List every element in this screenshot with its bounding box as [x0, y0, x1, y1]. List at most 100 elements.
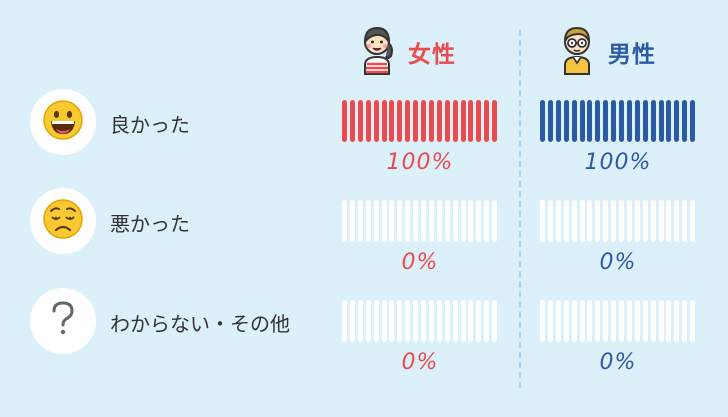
- bar-tick: [436, 100, 442, 142]
- worried-face-icon: [41, 197, 85, 245]
- bar-1-2: [540, 300, 700, 342]
- bar-tick: [690, 100, 696, 142]
- value-label: 0%: [599, 350, 637, 375]
- row-label-good: 良かった: [110, 113, 190, 137]
- row-label-other: わからない・その他: [110, 312, 290, 336]
- value-label: 100%: [584, 150, 652, 175]
- bar-tick: [642, 100, 648, 142]
- bar-tick: [421, 300, 426, 342]
- bar-tick: [349, 300, 355, 342]
- bar-tick: [611, 100, 617, 142]
- bar-tick: [674, 300, 680, 342]
- bar-tick: [547, 300, 553, 342]
- bar-1-0: [540, 100, 700, 142]
- bar-tick: [444, 100, 450, 142]
- bar-tick: [381, 100, 387, 142]
- bar-tick: [571, 100, 577, 142]
- bar-tick: [405, 200, 411, 242]
- bar-tick: [373, 300, 379, 342]
- bar-tick: [349, 100, 355, 142]
- bar-tick: [571, 200, 577, 242]
- bar-tick: [476, 100, 482, 142]
- value-label: 0%: [401, 250, 439, 275]
- grinning-face-icon: [41, 98, 85, 146]
- bar-tick: [468, 200, 474, 242]
- bar-tick: [397, 100, 403, 142]
- bar-tick: [484, 100, 490, 142]
- bar-tick: [413, 200, 419, 242]
- bar-tick: [626, 200, 632, 242]
- bar-tick: [405, 300, 411, 342]
- bar-tick: [428, 200, 434, 242]
- bar-tick: [619, 100, 624, 142]
- bar-0-1: [342, 200, 502, 242]
- bar-tick: [595, 300, 601, 342]
- bar-tick: [587, 200, 593, 242]
- bar-tick: [436, 300, 442, 342]
- bar-tick: [626, 100, 632, 142]
- value-label: 0%: [599, 250, 637, 275]
- bar-tick: [619, 200, 624, 242]
- bar-tick: [658, 100, 664, 142]
- boy-with-glasses-avatar-icon: [556, 23, 598, 81]
- value-label: 0%: [401, 350, 439, 375]
- bar-tick: [563, 300, 569, 342]
- bar-tick: [468, 100, 474, 142]
- bar-tick: [476, 200, 482, 242]
- bar-tick: [540, 300, 545, 342]
- bar-tick: [452, 200, 458, 242]
- bar-tick: [658, 300, 664, 342]
- bar-tick: [421, 200, 426, 242]
- bar-tick: [603, 100, 609, 142]
- bar-tick: [682, 100, 688, 142]
- bar-tick: [381, 200, 387, 242]
- bar-tick: [476, 300, 482, 342]
- bar-tick: [436, 200, 442, 242]
- bar-1-1: [540, 200, 700, 242]
- bar-tick: [579, 300, 585, 342]
- bar-tick: [397, 200, 403, 242]
- bar-tick: [579, 100, 585, 142]
- bar-tick: [634, 300, 640, 342]
- bar-tick: [603, 200, 609, 242]
- bar-tick: [357, 300, 363, 342]
- bar-tick: [357, 100, 363, 142]
- bar-tick: [428, 100, 434, 142]
- bar-tick: [413, 300, 419, 342]
- bar-tick: [389, 300, 395, 342]
- bar-tick: [444, 300, 450, 342]
- bar-tick: [547, 200, 553, 242]
- bar-tick: [642, 300, 648, 342]
- bar-tick: [389, 200, 395, 242]
- bar-tick: [444, 200, 450, 242]
- bar-tick: [650, 100, 656, 142]
- bar-tick: [373, 100, 379, 142]
- bar-tick: [666, 300, 672, 342]
- bar-0-2: [342, 300, 502, 342]
- row-icon-bad: [30, 188, 96, 254]
- bar-tick: [595, 100, 601, 142]
- bar-tick: [587, 100, 593, 142]
- bar-tick: [397, 300, 403, 342]
- bar-tick: [611, 200, 617, 242]
- bar-tick: [342, 200, 347, 242]
- bar-tick: [421, 100, 426, 142]
- bar-tick: [405, 100, 411, 142]
- bar-tick: [342, 300, 347, 342]
- bar-tick: [674, 200, 680, 242]
- bar-tick: [650, 200, 656, 242]
- row-icon-other: [30, 288, 96, 354]
- bar-tick: [611, 300, 617, 342]
- row-icon-good: [30, 89, 96, 155]
- bar-tick: [452, 300, 458, 342]
- bar-tick: [642, 200, 648, 242]
- bar-tick: [666, 200, 672, 242]
- bar-tick: [626, 300, 632, 342]
- bar-0-0: [342, 100, 502, 142]
- question-mark-icon: [46, 299, 80, 343]
- bar-tick: [555, 300, 561, 342]
- bar-tick: [619, 300, 624, 342]
- bar-tick: [555, 100, 561, 142]
- bar-tick: [381, 300, 387, 342]
